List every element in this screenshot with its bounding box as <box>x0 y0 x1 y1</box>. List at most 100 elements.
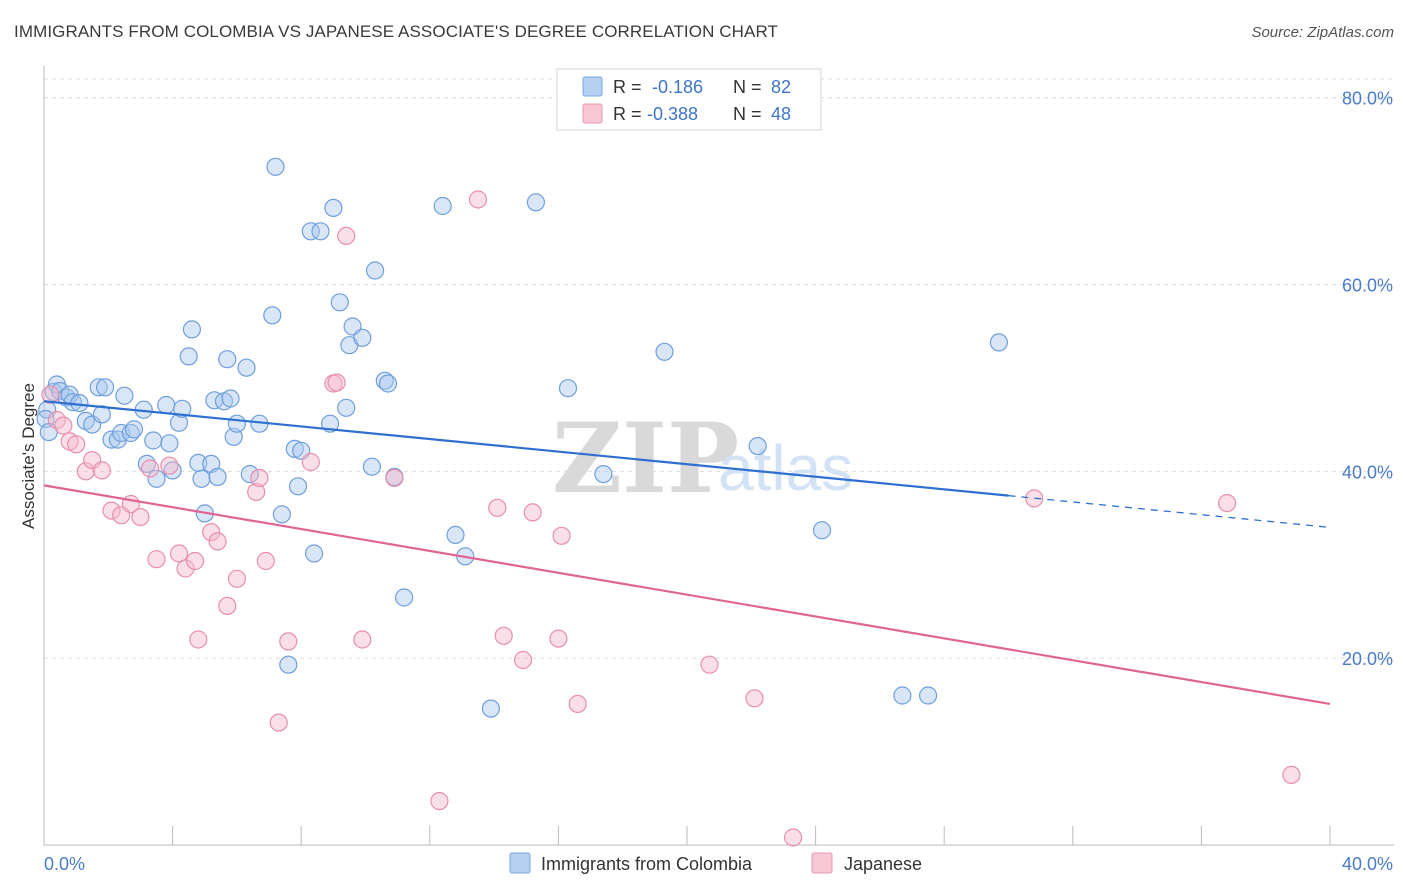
japanese-point <box>131 507 150 527</box>
colombia-point <box>147 469 166 488</box>
japanese-point <box>250 468 269 487</box>
colombia-point <box>655 342 674 361</box>
japanese-point <box>523 503 542 522</box>
colombia-point <box>433 196 452 216</box>
y-tick-label: 80.0% <box>1342 89 1393 109</box>
japanese-point <box>92 461 112 480</box>
japanese-point <box>227 569 246 588</box>
colombia-point <box>395 588 414 607</box>
japanese-point <box>256 551 275 571</box>
colombia-point <box>330 293 349 312</box>
legend-colombia-swatch <box>509 852 531 874</box>
legend-r-label-2: R = <box>613 104 642 124</box>
colombia-point <box>115 386 134 405</box>
y-tick-label: 60.0% <box>1342 276 1393 296</box>
japanese-point <box>301 452 320 472</box>
japanese-points <box>41 190 1301 847</box>
japanese-point <box>494 626 513 645</box>
legend-r-value-2: -0.388 <box>647 104 698 124</box>
japanese-point <box>269 713 288 732</box>
japanese-point <box>337 226 356 245</box>
colombia-point <box>446 525 465 545</box>
colombia-point <box>285 439 304 458</box>
legend-n-label-2: N = <box>733 104 762 124</box>
y-tick-labels: 20.0% 40.0% 60.0% 80.0% <box>1342 89 1393 669</box>
japanese-point <box>202 522 221 542</box>
japanese-point <box>67 435 86 454</box>
y-tick-label: 20.0% <box>1342 649 1393 669</box>
japanese-trend-line <box>43 484 1331 706</box>
colombia-trend-line <box>43 400 1009 497</box>
y-axis-title: Associate's Degree <box>19 383 38 529</box>
colombia-point <box>50 381 70 401</box>
colombia-point <box>160 434 179 453</box>
colombia-point <box>353 328 372 347</box>
japanese-point <box>468 190 488 209</box>
legend-r-label-1: R = <box>613 77 642 97</box>
colombia-point <box>594 465 613 484</box>
japanese-point <box>1025 489 1044 508</box>
japanese-point <box>549 629 568 648</box>
legend-japanese-label: Japanese <box>844 854 922 874</box>
colombia-point <box>362 457 381 476</box>
colombia-point <box>526 193 546 212</box>
japanese-point <box>102 501 121 520</box>
japanese-point <box>1282 765 1301 785</box>
colombia-point <box>102 430 121 449</box>
y-tick-label: 40.0% <box>1342 462 1393 482</box>
japanese-point <box>513 650 533 670</box>
colombia-swatch <box>582 76 603 97</box>
series-legend: Immigrants from Colombia Japanese <box>509 852 922 874</box>
colombia-point <box>558 379 578 398</box>
watermark-zip: ZIP <box>552 402 739 515</box>
japanese-point <box>176 559 195 578</box>
legend-n-value-2: 48 <box>771 104 791 124</box>
japanese-point <box>783 828 803 847</box>
japanese-point <box>552 526 571 545</box>
colombia-point <box>812 521 832 540</box>
colombia-point <box>481 699 500 718</box>
japanese-point <box>76 462 95 481</box>
japanese-point <box>430 791 449 811</box>
colombia-point <box>337 398 356 417</box>
legend-n-label-1: N = <box>733 77 762 97</box>
japanese-point <box>247 482 266 501</box>
colombia-point <box>272 505 291 524</box>
japanese-point <box>218 596 237 616</box>
x-tick-label: 0.0% <box>44 854 85 874</box>
colombia-point <box>378 374 398 393</box>
colombia-point <box>918 686 938 705</box>
japanese-point <box>141 459 160 478</box>
japanese-point <box>186 551 205 571</box>
colombia-point <box>227 414 246 433</box>
colombia-trend-extension <box>1008 494 1331 529</box>
japanese-point <box>745 689 764 708</box>
japanese-point <box>700 655 719 674</box>
colombia-point <box>288 477 308 496</box>
japanese-point <box>169 544 189 563</box>
chart-title: IMMIGRANTS FROM COLOMBIA VS JAPANESE ASS… <box>14 22 779 41</box>
japanese-point <box>54 416 73 435</box>
source-label: Source: ZipAtlas.com <box>1251 24 1394 41</box>
colombia-point <box>173 399 192 418</box>
colombia-point <box>182 320 201 339</box>
x-tick-labels: 0.0% 40.0% <box>44 854 1393 874</box>
colombia-point <box>263 306 282 325</box>
colombia-point <box>179 347 198 366</box>
japanese-point <box>189 630 208 649</box>
watermark-atlas: atlas <box>718 432 853 504</box>
colombia-point <box>893 686 912 705</box>
colombia-point <box>240 465 259 484</box>
japanese-point <box>327 373 346 392</box>
colombia-point <box>375 371 394 390</box>
colombia-point <box>208 467 227 486</box>
legend-r-value-1: -0.186 <box>652 77 703 97</box>
colombia-point <box>305 544 324 563</box>
x-tick-label: 40.0% <box>1342 854 1393 874</box>
colombia-point <box>989 333 1009 352</box>
legend-japanese-swatch <box>811 852 833 874</box>
axes <box>43 66 1394 846</box>
colombia-point <box>266 157 285 176</box>
colombia-point <box>324 198 343 217</box>
colombia-point <box>205 391 224 410</box>
